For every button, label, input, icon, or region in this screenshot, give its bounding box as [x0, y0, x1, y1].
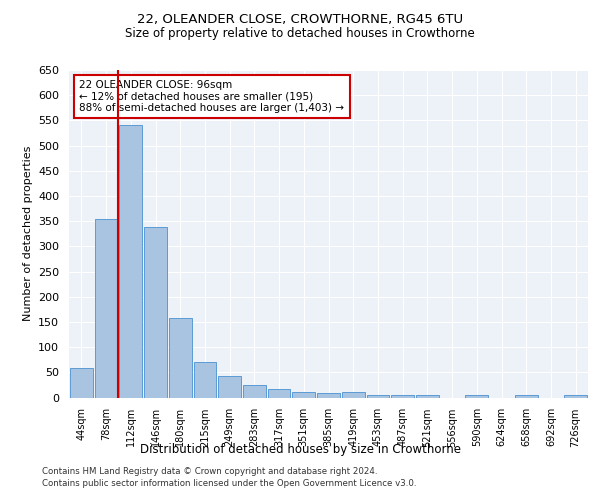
Text: Contains public sector information licensed under the Open Government Licence v3: Contains public sector information licen… — [42, 479, 416, 488]
Bar — [391, 396, 414, 398]
Bar — [194, 362, 216, 398]
Text: 22, OLEANDER CLOSE, CROWTHORNE, RG45 6TU: 22, OLEANDER CLOSE, CROWTHORNE, RG45 6TU — [137, 12, 463, 26]
Bar — [342, 392, 365, 398]
Bar — [70, 368, 93, 398]
Text: 22 OLEANDER CLOSE: 96sqm
← 12% of detached houses are smaller (195)
88% of semi-: 22 OLEANDER CLOSE: 96sqm ← 12% of detach… — [79, 80, 344, 113]
Bar — [218, 376, 241, 398]
Bar — [243, 385, 266, 398]
Bar — [564, 395, 587, 398]
Bar — [144, 227, 167, 398]
Text: Contains HM Land Registry data © Crown copyright and database right 2024.: Contains HM Land Registry data © Crown c… — [42, 468, 377, 476]
Bar — [515, 395, 538, 398]
Bar — [169, 318, 191, 398]
Y-axis label: Number of detached properties: Number of detached properties — [23, 146, 32, 322]
Bar — [466, 395, 488, 398]
Bar — [119, 126, 142, 398]
Bar — [367, 396, 389, 398]
Bar — [416, 396, 439, 398]
Bar — [268, 389, 290, 398]
Bar — [292, 392, 315, 398]
Text: Distribution of detached houses by size in Crowthorne: Distribution of detached houses by size … — [139, 442, 461, 456]
Text: Size of property relative to detached houses in Crowthorne: Size of property relative to detached ho… — [125, 28, 475, 40]
Bar — [317, 394, 340, 398]
Bar — [95, 218, 118, 398]
